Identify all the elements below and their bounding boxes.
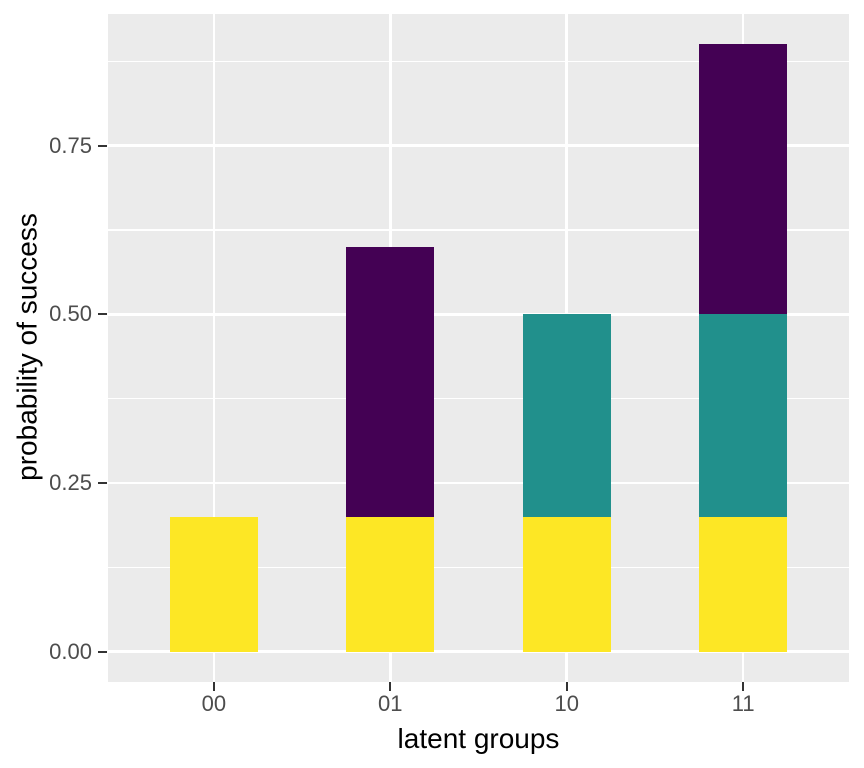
gridline-minor-horizontal: [108, 397, 849, 400]
bar-segment-10: [522, 314, 611, 517]
bar-segment-00: [169, 516, 258, 652]
bar-segment-11: [699, 44, 788, 315]
x-tick-label: 01: [378, 691, 403, 716]
x-tick-label: 00: [201, 691, 227, 716]
bar-segment-01: [346, 516, 435, 652]
y-tick-label: 0.75: [49, 132, 92, 158]
bar-segment-01: [346, 246, 435, 517]
gridline-minor-horizontal: [108, 229, 849, 231]
x-tick-mark: [212, 682, 215, 691]
gridline-major-horizontal: [108, 481, 849, 485]
y-axis-title: probability of success: [11, 213, 43, 481]
bar-segment-11: [699, 516, 788, 652]
plot-panel: [108, 14, 849, 682]
y-tick-mark: [98, 313, 107, 316]
gridline-major-horizontal: [108, 650, 849, 653]
bar-segment-10: [522, 516, 611, 652]
x-axis-title: latent groups: [397, 723, 560, 754]
y-tick-label: 0.50: [49, 301, 92, 327]
y-tick-label: 0.00: [49, 638, 92, 664]
gridline-major-horizontal: [108, 144, 849, 147]
x-tick-mark: [565, 682, 568, 691]
y-tick-label: 0.25: [49, 469, 92, 495]
x-tick-mark: [742, 682, 745, 691]
bar-segment-11: [699, 314, 788, 517]
x-tick-label: 11: [731, 691, 755, 716]
x-tick-label: 10: [554, 691, 579, 716]
y-tick-mark: [98, 481, 107, 484]
y-tick-mark: [98, 144, 107, 147]
gridline-minor-horizontal: [108, 60, 849, 62]
y-tick-mark: [98, 650, 107, 653]
x-tick-mark: [389, 682, 392, 691]
gridline-minor-horizontal: [108, 566, 849, 568]
gridline-major-horizontal: [108, 313, 849, 316]
gridline-major-vertical: [212, 14, 216, 682]
